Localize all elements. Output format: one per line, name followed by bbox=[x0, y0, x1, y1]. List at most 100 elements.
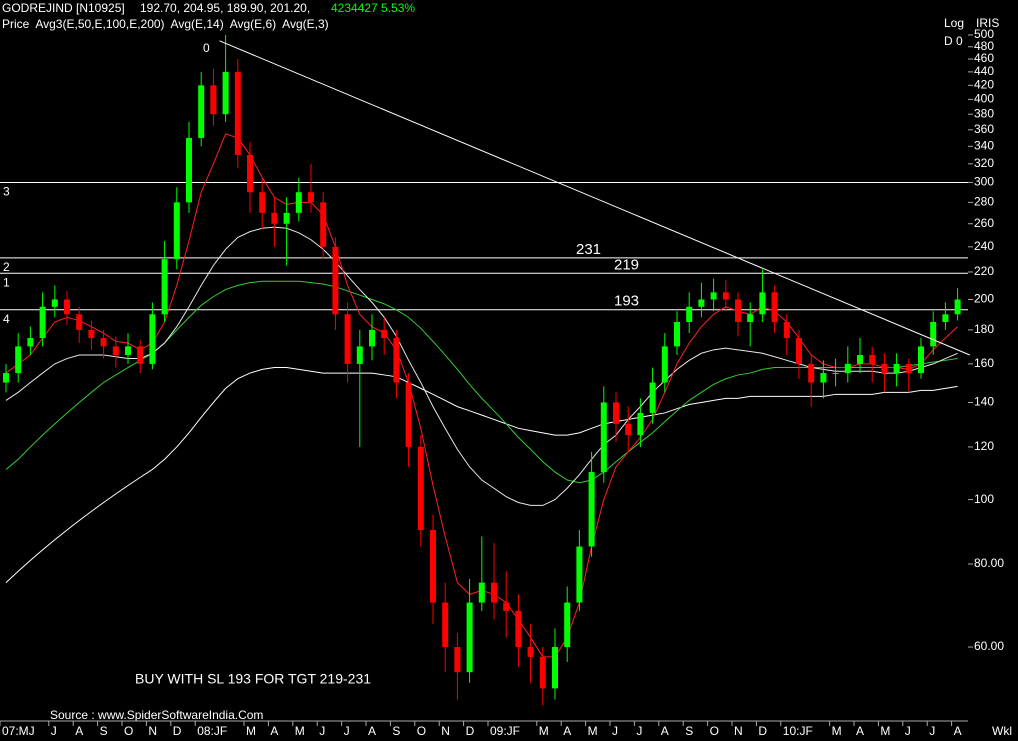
candle-body bbox=[930, 321, 937, 347]
candle-body bbox=[881, 363, 888, 374]
y-tick-label: 420 bbox=[974, 77, 994, 91]
candle-body bbox=[539, 656, 546, 689]
candle-body bbox=[857, 355, 863, 364]
candle-body bbox=[844, 363, 851, 374]
candle-body bbox=[893, 363, 900, 374]
candle-body bbox=[3, 373, 9, 383]
candle-body bbox=[674, 321, 680, 347]
candle-body bbox=[478, 582, 485, 603]
x-tick-label: 08:JF bbox=[197, 724, 227, 738]
candle-body bbox=[430, 529, 436, 603]
candle-body bbox=[15, 346, 22, 374]
x-tick-label: A bbox=[368, 724, 376, 738]
y-tick-label: 320 bbox=[974, 156, 994, 170]
candle-body bbox=[710, 292, 717, 300]
x-tick-label: S bbox=[392, 724, 400, 738]
trendline bbox=[219, 40, 970, 356]
candle-body bbox=[210, 85, 217, 115]
x-tick-label: 10:JF bbox=[783, 724, 813, 738]
candle-body bbox=[759, 292, 766, 315]
x-tick-label: A bbox=[563, 724, 571, 738]
candle-body bbox=[125, 346, 131, 356]
y-tick-label: 100 bbox=[974, 492, 994, 506]
level-marker: 3 bbox=[3, 185, 10, 199]
candle-body bbox=[588, 472, 595, 547]
candle-body bbox=[332, 246, 339, 315]
candle-body bbox=[491, 582, 497, 603]
candle-body bbox=[564, 602, 571, 648]
candle-body bbox=[747, 314, 754, 322]
candle-body bbox=[600, 402, 607, 473]
candle-body bbox=[100, 338, 107, 347]
y-tick-label: 260 bbox=[974, 216, 994, 230]
y-tick-label: 500 bbox=[974, 27, 994, 41]
scale-label: Log bbox=[944, 16, 964, 30]
y-tick-label: 300 bbox=[974, 175, 994, 189]
moving-average bbox=[5, 280, 958, 484]
x-tick-label: J bbox=[319, 724, 325, 738]
candle-body bbox=[173, 202, 180, 260]
x-tick-label: D bbox=[173, 724, 182, 738]
level-label: 193 bbox=[614, 293, 639, 310]
x-tick-label: A bbox=[954, 724, 962, 738]
symbol: GODREJIND [N10925] bbox=[2, 1, 125, 15]
x-tick-label: M bbox=[880, 724, 890, 738]
y-tick-label: 160 bbox=[974, 356, 994, 370]
x-tick-label: S bbox=[100, 724, 108, 738]
source: Source : www.SpiderSoftwareIndia.Com bbox=[50, 708, 263, 722]
candle-body bbox=[686, 306, 693, 322]
candle-body bbox=[51, 299, 58, 307]
x-tick-label: J bbox=[612, 724, 618, 738]
level-marker: 4 bbox=[3, 312, 10, 326]
moving-average bbox=[5, 226, 958, 506]
candle-body bbox=[735, 299, 741, 322]
x-tick-label: J bbox=[929, 724, 935, 738]
x-tick-label: J bbox=[344, 724, 350, 738]
candle-body bbox=[344, 314, 351, 364]
candle-body bbox=[954, 299, 961, 315]
quote: 192.70, 204.95, 189.90, 201.20, bbox=[140, 1, 310, 15]
candle-body bbox=[161, 259, 168, 315]
candle-body bbox=[271, 212, 278, 224]
y-tick-label: 240 bbox=[974, 239, 994, 253]
candle-body bbox=[722, 292, 729, 300]
x-tick-label: S bbox=[685, 724, 693, 738]
indicators: Price Avg3(E,50,E,100,E,200) Avg(E,14) A… bbox=[2, 17, 329, 31]
period-label: D 0 bbox=[944, 34, 963, 48]
candle-body bbox=[625, 423, 632, 436]
candle-body bbox=[186, 137, 192, 203]
candle-body bbox=[247, 154, 253, 193]
candle-body bbox=[64, 299, 70, 315]
x-tick-label: M bbox=[246, 724, 256, 738]
x-tick-label: J bbox=[636, 724, 642, 738]
candle-body bbox=[76, 314, 83, 330]
candle-body bbox=[515, 610, 522, 648]
y-tick-label: 140 bbox=[974, 395, 994, 409]
x-tick-label: O bbox=[417, 724, 426, 738]
candle-body bbox=[918, 346, 924, 374]
timeframe: Wkl bbox=[992, 724, 1012, 738]
candle-body bbox=[369, 329, 375, 347]
level-marker: 1 bbox=[3, 275, 10, 289]
source-label: IRIS bbox=[976, 16, 999, 30]
candle-body bbox=[869, 355, 876, 364]
candle-body bbox=[796, 338, 802, 364]
candle-body bbox=[576, 546, 583, 603]
candle-body bbox=[381, 329, 388, 339]
y-tick-label: 80.00 bbox=[974, 556, 1004, 570]
candle-body bbox=[283, 212, 290, 224]
peak-label: 0 bbox=[203, 41, 210, 55]
x-tick-label: D bbox=[466, 724, 475, 738]
candle-body bbox=[405, 382, 412, 447]
candle-body bbox=[308, 192, 314, 203]
candle-body bbox=[149, 314, 156, 364]
candle-body bbox=[234, 71, 241, 155]
y-tick-label: 340 bbox=[974, 138, 994, 152]
y-tick-label: 280 bbox=[974, 195, 994, 209]
y-tick-label: 120 bbox=[974, 439, 994, 453]
x-tick-label: J bbox=[905, 724, 911, 738]
candle-body bbox=[393, 338, 400, 383]
x-tick-label: J bbox=[51, 724, 57, 738]
x-tick-label: M bbox=[295, 724, 305, 738]
